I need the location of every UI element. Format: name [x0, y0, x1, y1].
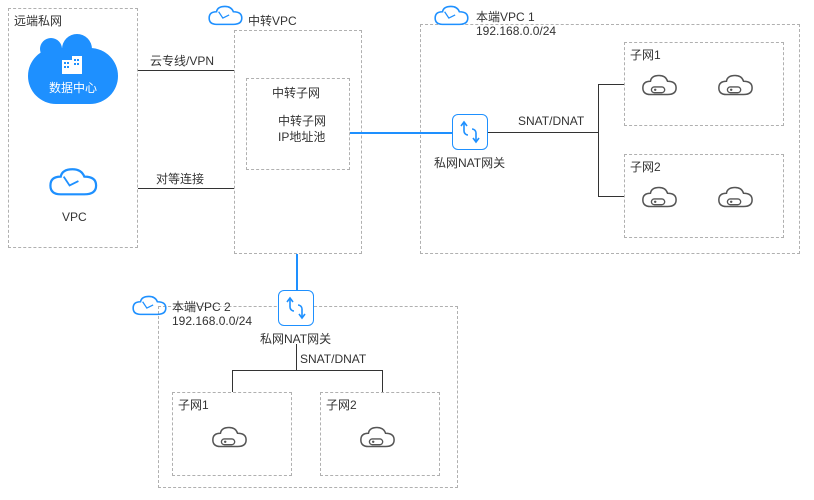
link-vpc-transit [138, 188, 234, 189]
vpc2-bracket-right [382, 370, 383, 392]
link-nat1-out [488, 132, 598, 133]
vpc2-subnet2-label: 子网2 [326, 396, 357, 413]
vpc1-sub2-vm2 [716, 184, 754, 212]
remote-vpc-node [46, 166, 102, 205]
vpc1-sub2-vm1 [640, 184, 678, 212]
snat-dnat-2: SNAT/DNAT [300, 352, 366, 366]
vpc1-sub1-vm2 [716, 72, 754, 100]
transit-subnet-title: 中转子网 [272, 84, 320, 101]
vpc2-nat-down [296, 344, 297, 370]
vpc1-bracket-top [598, 84, 624, 85]
vpc2-title: 本端VPC 2 [172, 298, 231, 315]
transit-pool-line2: IP地址池 [278, 128, 325, 145]
vpc2-bracket-h [232, 370, 382, 371]
vpc2-sub2-vm1 [358, 424, 396, 452]
vpc1-subnet1-label: 子网1 [630, 46, 661, 63]
vpc2-subnet1-label: 子网1 [178, 396, 209, 413]
link-dc-transit [138, 70, 234, 71]
vpc1-bracket-v [598, 84, 599, 196]
nat-gateway-2 [278, 290, 314, 326]
transit-vpc-label: 中转VPC [248, 12, 297, 29]
link-vpn-label: 云专线/VPN [150, 52, 214, 69]
vpc2-cloud-icon [130, 294, 170, 323]
link-transit-nat2 [296, 254, 298, 290]
nat1-label: 私网NAT网关 [434, 154, 505, 171]
transit-cloud-icon [206, 4, 246, 33]
vpc1-cloud-icon [432, 4, 472, 33]
link-transit-nat1 [350, 132, 452, 134]
vpc2-sub1-vm1 [210, 424, 248, 452]
remote-vpc-label: VPC [62, 210, 87, 224]
vpc2-bracket-left [232, 370, 233, 392]
vpc1-subnet2-label: 子网2 [630, 158, 661, 175]
datacenter-node: 数据中心 [28, 48, 118, 104]
link-peering-label: 对等连接 [156, 170, 204, 187]
transit-pool-line1: 中转子网 [278, 112, 326, 129]
remote-title: 远端私网 [14, 12, 62, 29]
nat-gateway-1 [452, 114, 488, 150]
datacenter-label: 数据中心 [49, 79, 97, 96]
vpc1-bracket-bot [598, 196, 624, 197]
snat-dnat-1: SNAT/DNAT [518, 114, 584, 128]
vpc2-cidr: 192.168.0.0/24 [172, 314, 252, 328]
vpc1-sub1-vm1 [640, 72, 678, 100]
vpc1-title: 本端VPC 1 [476, 8, 535, 25]
vpc1-cidr: 192.168.0.0/24 [476, 24, 556, 38]
